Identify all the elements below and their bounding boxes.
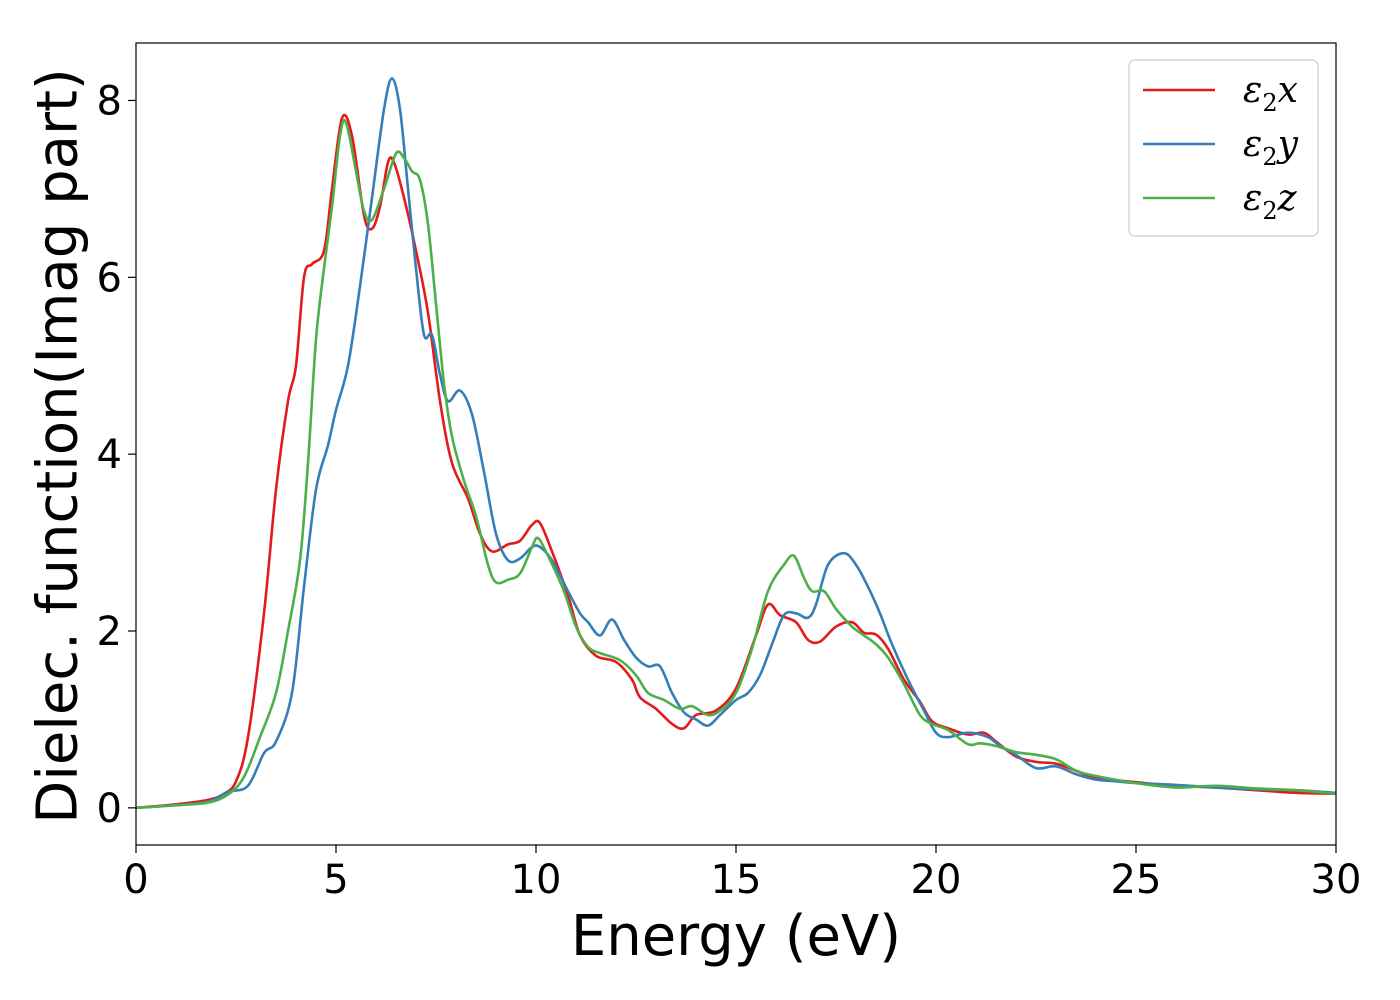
plot-frame <box>135 42 1337 846</box>
y-axis-title: Dielec. function(Imag part) <box>26 68 91 824</box>
x-tick-label: 5 <box>323 857 348 903</box>
x-tick-label: 20 <box>911 857 962 903</box>
legend: ε2x ε2y ε2z <box>1128 59 1319 237</box>
y-tick-label: 8 <box>97 78 122 124</box>
series-line-y <box>136 77 1336 810</box>
legend-label-z: ε2z <box>1243 178 1298 225</box>
x-tick-label: 30 <box>1311 857 1362 903</box>
y-tick-label: 0 <box>97 786 122 832</box>
x-axis-title: Energy (eV) <box>571 904 901 969</box>
x-tick-label: 0 <box>123 857 148 903</box>
series-layer <box>136 77 1336 810</box>
x-tick-label: 15 <box>711 857 762 903</box>
legend-label-x: ε2x <box>1243 70 1298 117</box>
legend-label-y: ε2y <box>1243 124 1299 171</box>
series-line-z <box>136 118 1336 810</box>
x-tick-label: 10 <box>511 857 562 903</box>
y-tick-label: 4 <box>97 432 122 478</box>
y-tick-label: 6 <box>97 255 122 301</box>
x-tick-label: 25 <box>1111 857 1162 903</box>
legend-box <box>1128 59 1319 237</box>
tick-layer: 0 5 10 15 20 25 30 0 2 4 6 8 <box>97 78 1362 903</box>
y-tick-label: 2 <box>97 609 122 655</box>
